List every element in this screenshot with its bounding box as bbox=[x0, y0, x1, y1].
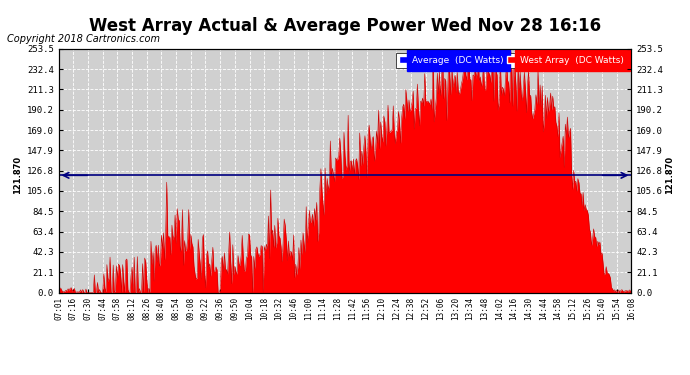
Text: West Array Actual & Average Power Wed Nov 28 16:16: West Array Actual & Average Power Wed No… bbox=[89, 17, 601, 35]
Text: 121.870: 121.870 bbox=[12, 156, 22, 194]
Text: Copyright 2018 Cartronics.com: Copyright 2018 Cartronics.com bbox=[7, 34, 160, 44]
Text: 121.870: 121.870 bbox=[664, 156, 674, 194]
Legend: Average  (DC Watts), West Array  (DC Watts): Average (DC Watts), West Array (DC Watts… bbox=[396, 53, 627, 68]
